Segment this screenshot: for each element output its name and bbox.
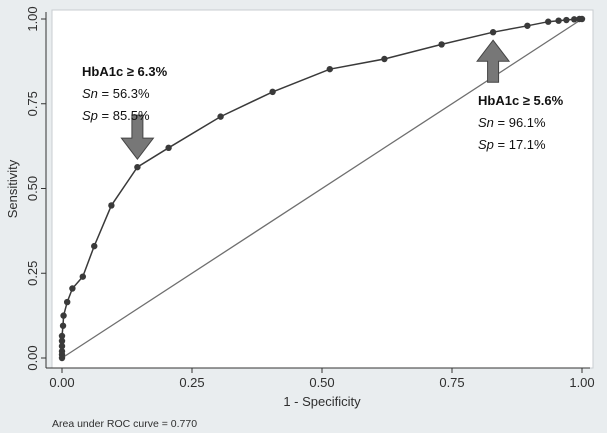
roc-point [489,29,497,36]
x-tick-label: 0.50 [309,375,334,390]
annotation-sn-line: Sn = 56.3% [82,86,150,101]
roc-point [69,285,76,292]
roc-point [269,88,276,96]
plot-area [51,9,594,369]
x-tick-label: 1.00 [569,375,594,390]
roc-point [438,41,445,48]
roc-point [571,16,578,23]
x-tick-label: 0.00 [49,375,74,390]
roc-point [381,55,388,63]
sp-value: = 85.5% [98,108,150,123]
sp-label: Sp [82,108,98,123]
roc-point [58,332,66,340]
roc-point [545,18,552,25]
roc-point [524,22,531,29]
roc-point [58,337,66,345]
annotation-title: HbA1c ≥ 5.6% [478,93,564,108]
roc-point [578,15,586,23]
annotation-sn-line: Sn = 96.1% [478,115,546,130]
y-tick-label: 1.00 [25,6,40,31]
x-tick-label: 0.25 [179,375,204,390]
y-axis-title: Sensitivity [5,159,20,218]
auc-note: Area under ROC curve = 0.770 [52,418,197,430]
sn-value: = 56.3% [98,86,150,101]
roc-point [60,312,67,319]
y-tick-label: 0.25 [25,261,40,286]
x-tick-label: 0.75 [439,375,464,390]
roc-point [58,348,66,355]
annotation-title: HbA1c ≥ 6.3% [82,64,168,79]
annotation-sp-line: Sp = 85.5% [82,108,150,123]
roc-point [79,273,87,280]
y-tick-label: 0.50 [25,176,40,201]
roc-point [217,113,224,120]
roc-point [63,298,71,306]
sp-value: = 17.1% [494,137,546,152]
annotation-layer: HbA1c ≥ 6.3%Sn = 56.3%Sp = 85.5%HbA1c ≥ … [82,39,564,160]
sn-value: = 96.1% [494,115,546,130]
roc-point [165,144,172,152]
roc-point [91,242,98,250]
roc-point [58,342,66,350]
roc-point [59,322,67,329]
axis-layer: 0.00 0.25 0.50 0.75 1.00 0.00 0.25 0.50 0.75 1.00 [25,6,595,390]
annotation-arrow-down [120,114,155,160]
roc-point [326,65,333,73]
y-tick-label: 0.75 [25,91,40,116]
sp-label: Sp [478,137,494,152]
x-axis-title: 1 - Specificity [283,394,361,409]
y-tick-label: 0.00 [25,345,40,370]
roc-point [108,202,115,209]
annotation-arrow-up [476,39,511,83]
annotation-sp-line: Sp = 17.1% [478,137,546,152]
sn-label: Sn [478,115,494,130]
roc-point [555,17,562,24]
marker-layer [58,15,586,362]
roc-point [134,163,141,171]
sn-label: Sn [82,86,98,101]
roc-point [563,16,570,24]
